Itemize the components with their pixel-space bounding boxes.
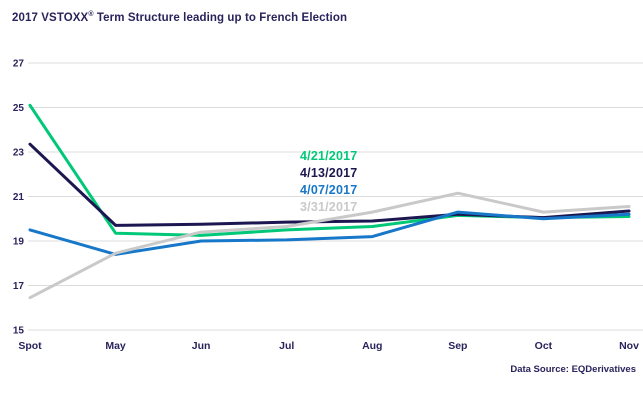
chart-title-text-suffix: Term Structure leading up to French Elec… <box>93 12 348 24</box>
registered-trademark-symbol: ® <box>88 11 94 19</box>
y-tick-label: 17 <box>13 281 25 292</box>
x-tick-label: Nov <box>619 340 639 352</box>
series-line-4-07-2017 <box>28 210 631 256</box>
chart-title-text: 2017 VSTOXX <box>12 12 89 24</box>
x-tick-label: Jul <box>279 340 294 352</box>
y-tick-label: 23 <box>13 148 25 159</box>
chart-title: 2017 VSTOXX® Term Structure leading up t… <box>12 11 348 24</box>
x-tick-label: Sep <box>448 340 467 352</box>
legend-item-gray: 3/31/2017 <box>300 200 358 214</box>
legend-item-navy: 4/13/2017 <box>300 166 358 180</box>
x-tick-label: Oct <box>535 340 553 352</box>
series-lines <box>28 103 631 300</box>
y-tick-label: 27 <box>13 59 25 70</box>
legend-item-blue: 4/07/2017 <box>300 183 358 197</box>
x-tick-label: Jun <box>192 340 211 352</box>
y-tick-label: 21 <box>13 192 25 203</box>
y-tick-label: 19 <box>13 237 25 248</box>
x-tick-label: Aug <box>362 340 382 352</box>
x-axis-tick-labels: Spot May Jun Jul Aug Sep Oct Nov <box>18 340 639 352</box>
x-tick-label: May <box>105 340 126 352</box>
legend-item-green: 4/21/2017 <box>300 149 358 163</box>
data-source-label: Data Source: EQDerivatives <box>510 364 636 375</box>
y-axis-tick-labels: 15 17 19 21 23 25 27 <box>13 59 25 337</box>
chart-legend: 4/21/2017 4/13/2017 4/07/2017 3/31/2017 <box>300 148 357 216</box>
x-tick-label: Spot <box>18 340 42 352</box>
y-tick-label: 25 <box>13 103 25 114</box>
series-line-3-31-2017 <box>28 191 631 300</box>
y-tick-label: 15 <box>13 326 25 337</box>
gridlines <box>28 62 643 331</box>
